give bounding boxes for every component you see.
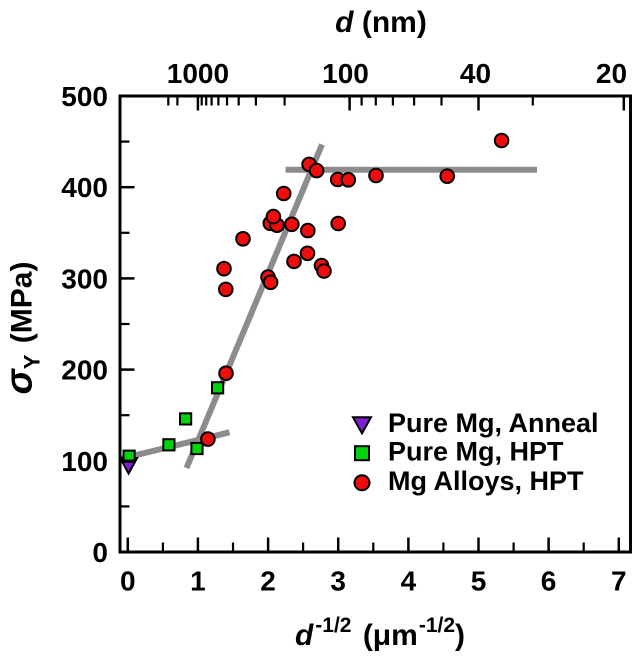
svg-text:0: 0 <box>92 537 108 568</box>
svg-text:7: 7 <box>611 566 627 597</box>
svg-text:40: 40 <box>460 58 491 89</box>
svg-text:Pure Mg, Anneal: Pure Mg, Anneal <box>388 408 599 438</box>
svg-text:d-1/2 (μm-1/2): d-1/2 (μm-1/2) <box>295 614 465 652</box>
svg-text:d (nm): d (nm) <box>335 6 427 39</box>
svg-text:400: 400 <box>61 172 108 203</box>
svg-text:2: 2 <box>260 566 276 597</box>
svg-text:6: 6 <box>541 566 557 597</box>
svg-text:4: 4 <box>401 566 417 597</box>
svg-text:1000: 1000 <box>167 58 229 89</box>
svg-text:σY (MPa): σY (MPa) <box>0 262 45 395</box>
svg-text:100: 100 <box>61 446 108 477</box>
svg-text:20: 20 <box>596 58 627 89</box>
svg-text:1: 1 <box>190 566 206 597</box>
svg-text:Pure Mg, HPT: Pure Mg, HPT <box>388 437 564 467</box>
svg-text:200: 200 <box>61 355 108 386</box>
svg-text:3: 3 <box>330 566 346 597</box>
svg-text:5: 5 <box>471 566 487 597</box>
svg-text:Mg Alloys, HPT: Mg Alloys, HPT <box>388 466 584 496</box>
svg-text:100: 100 <box>322 58 369 89</box>
svg-text:500: 500 <box>61 81 108 112</box>
svg-text:300: 300 <box>61 263 108 294</box>
svg-text:0: 0 <box>120 566 136 597</box>
